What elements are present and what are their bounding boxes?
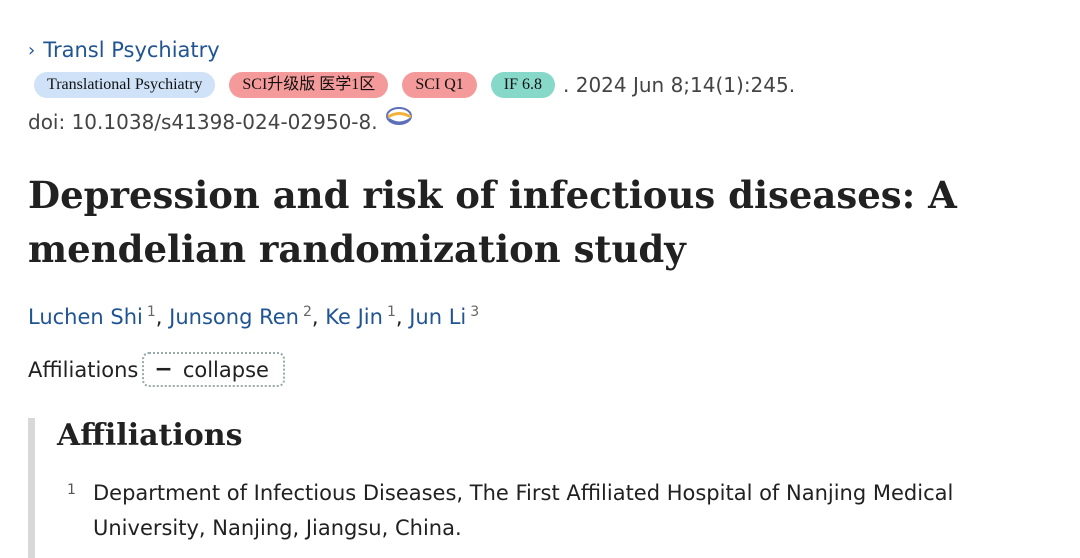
impact-factor-badge[interactable]: IF 6.8 <box>490 72 555 98</box>
affiliation-number: 1 <box>67 482 76 498</box>
sci-partition-badge[interactable]: SCI升级版 医学1区 <box>229 72 389 98</box>
affiliations-heading: Affiliations <box>57 418 243 453</box>
doi-row: doi: 10.1038/s41398-024-02950-8. <box>28 107 416 134</box>
sci-quartile-badge[interactable]: SCI Q1 <box>402 72 477 98</box>
affiliations-label: Affiliations <box>28 357 139 382</box>
author-separator: , <box>395 305 403 329</box>
author-separator: , <box>311 305 319 329</box>
doi-text: doi: 10.1038/s41398-024-02950-8. <box>28 110 378 134</box>
author-affiliation-number[interactable]: 2 <box>302 304 312 320</box>
author-link[interactable]: Ke Jin <box>325 305 383 329</box>
author-list: Luchen Shi 1, Junsong Ren 2, Ke Jin 1, Jun … <box>28 304 480 329</box>
author-affiliation-number[interactable]: 1 <box>146 304 156 320</box>
affiliation-text: Department of Infectious Diseases, The F… <box>93 481 954 540</box>
author-separator: , <box>155 305 163 329</box>
affiliations-panel: Affiliations 1 Department of Infectious … <box>28 418 1075 558</box>
author-affiliation-number[interactable]: 1 <box>386 304 396 320</box>
affiliation-item: 1 Department of Infectious Diseases, The… <box>67 476 1067 546</box>
affiliations-toggle-row: Affiliations − collapse <box>28 352 285 387</box>
journal-meta-row: Translational Psychiatry SCI升级版 医学1区 SCI… <box>34 72 795 98</box>
author-link[interactable]: Jun Li <box>409 305 467 329</box>
journal-name-badge[interactable]: Translational Psychiatry <box>34 72 216 98</box>
minus-icon: − <box>154 357 173 382</box>
article-title: Depression and risk of infectious diseas… <box>28 173 957 271</box>
author-affiliation-number[interactable]: 3 <box>470 304 480 320</box>
collapse-button-label: collapse <box>182 357 269 382</box>
citation-text: . 2024 Jun 8;14(1):245. <box>563 73 796 97</box>
journal-link-label: Transl Psychiatry <box>43 38 220 62</box>
author-link[interactable]: Luchen Shi <box>28 305 143 329</box>
chevron-right-icon: › <box>28 39 36 61</box>
author-link[interactable]: Junsong Ren <box>169 305 299 329</box>
doi-link-icon[interactable] <box>384 106 416 128</box>
journal-link[interactable]: › Transl Psychiatry <box>28 38 220 62</box>
collapse-affiliations-button[interactable]: − collapse <box>142 352 285 387</box>
